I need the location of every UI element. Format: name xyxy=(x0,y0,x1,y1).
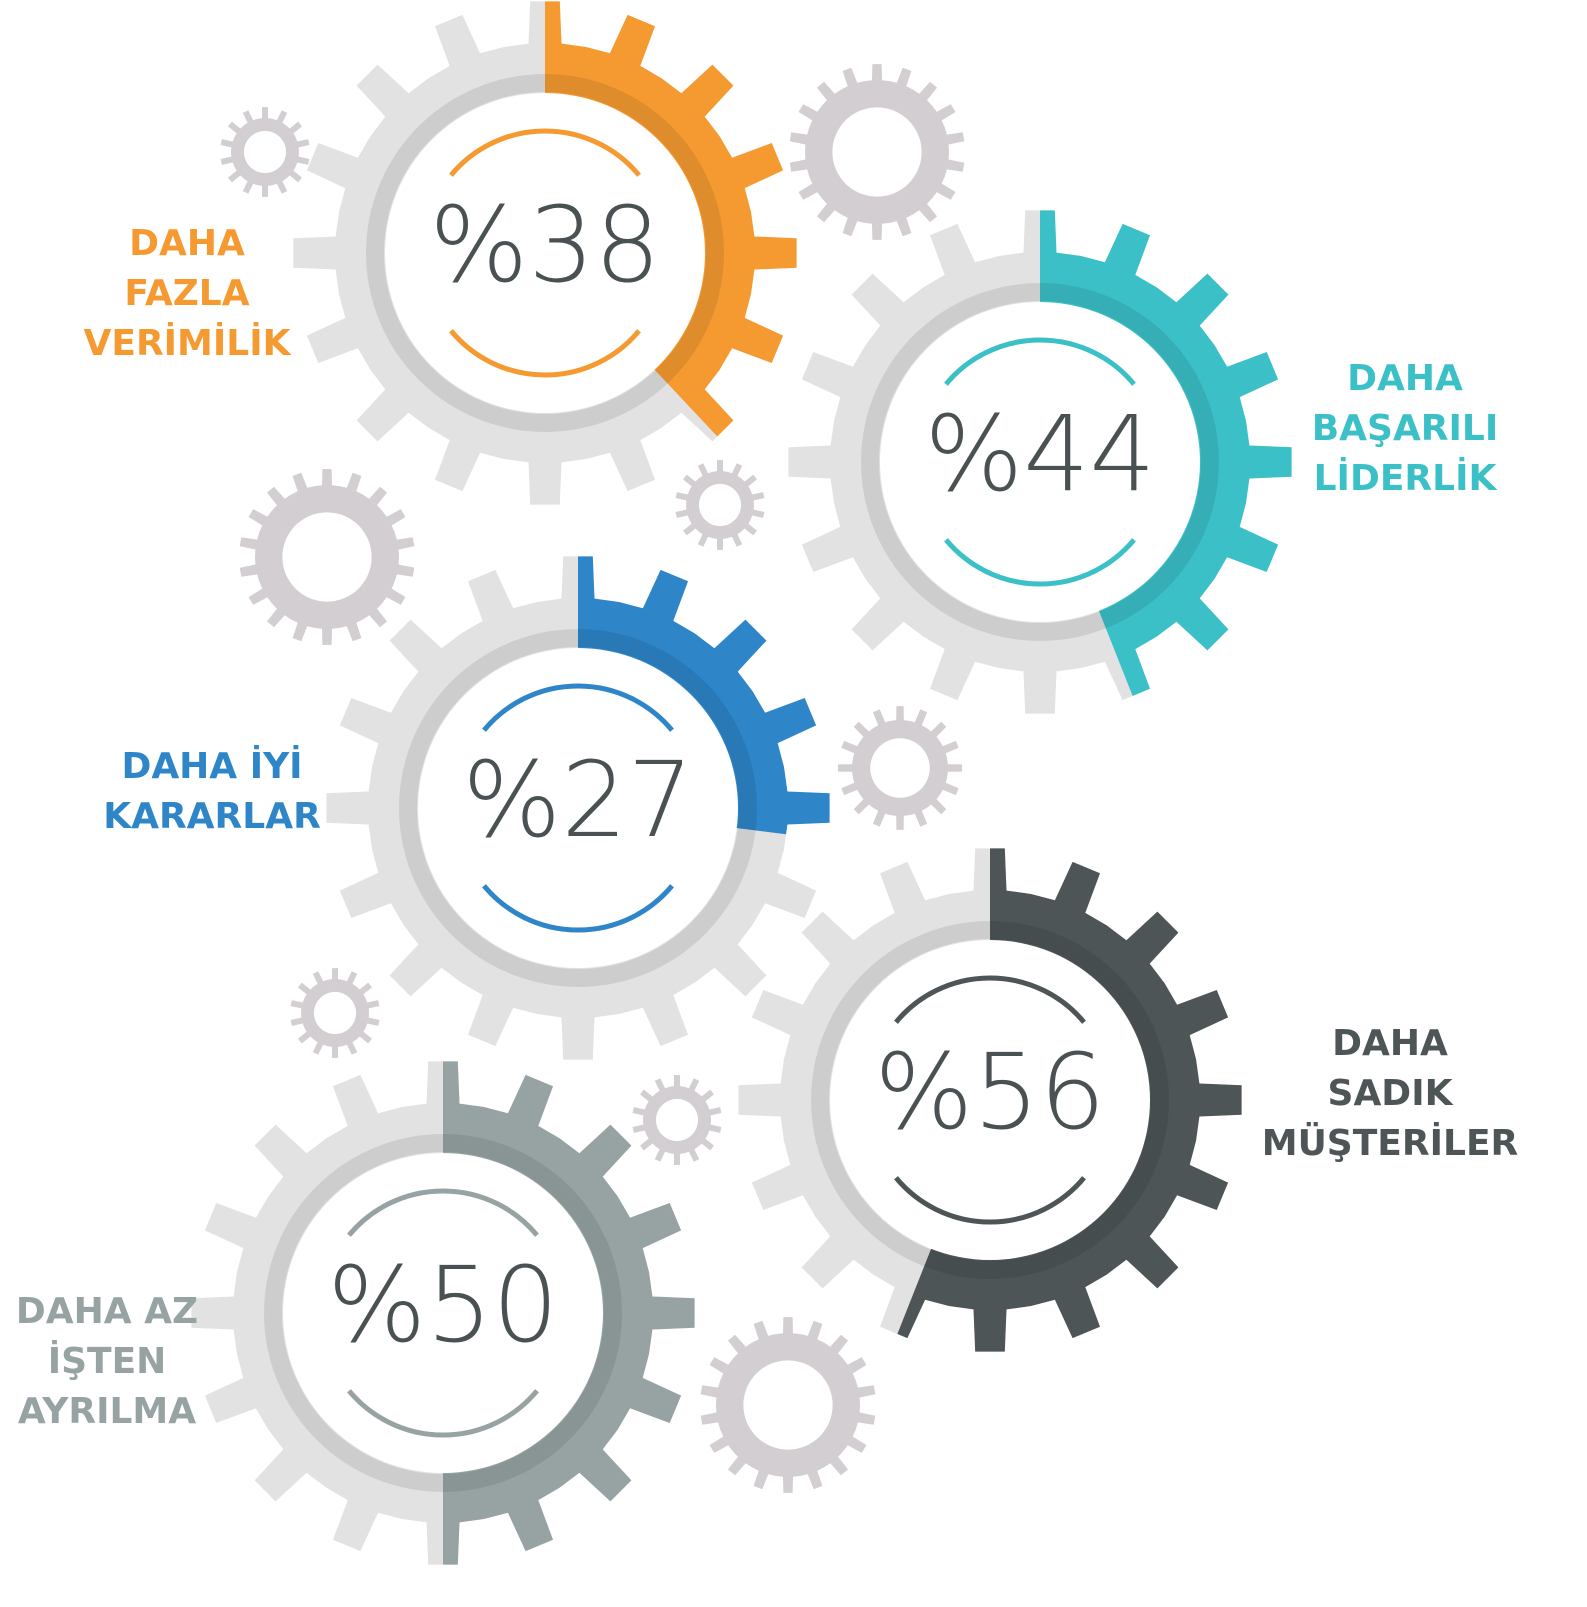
category-label: DAHA xyxy=(1332,1023,1448,1064)
category-label: KARARLAR xyxy=(103,796,321,837)
infographic: %38 DAHA FAZLA VERİMİLİK %44 DAHA BAŞARILI LİDE… xyxy=(0,0,1587,1607)
small-gear-hole xyxy=(832,107,921,196)
category-label: DAHA xyxy=(1347,358,1463,399)
category-label: DAHA xyxy=(129,223,245,264)
category-label: SADIK xyxy=(1328,1073,1454,1114)
small-gear-hole xyxy=(743,1360,832,1449)
small-gear-hole xyxy=(244,131,286,173)
value-label: %50 xyxy=(327,1244,558,1366)
value-label: %56 xyxy=(874,1031,1105,1153)
small-gear-hole xyxy=(870,738,930,798)
category-label: BAŞARILI xyxy=(1312,408,1499,449)
category-label: LİDERLİK xyxy=(1314,457,1498,499)
small-gear-hole xyxy=(699,484,741,526)
value-label: %44 xyxy=(924,393,1155,515)
category-label: MÜŞTERİLER xyxy=(1262,1122,1519,1164)
category-label: DAHA AZ xyxy=(16,1291,198,1332)
category-label: VERİMİLİK xyxy=(83,322,291,364)
category-label: DAHA İYİ xyxy=(121,745,302,787)
value-label: %38 xyxy=(429,184,660,306)
category-label: FAZLA xyxy=(124,273,249,314)
category-label: AYRILMA xyxy=(18,1391,196,1432)
value-label: %27 xyxy=(462,739,693,861)
category-label: İŞTEN xyxy=(48,1340,167,1382)
small-gear-hole xyxy=(282,512,371,601)
small-gear-hole xyxy=(314,992,356,1034)
small-gear-hole xyxy=(656,1099,698,1141)
